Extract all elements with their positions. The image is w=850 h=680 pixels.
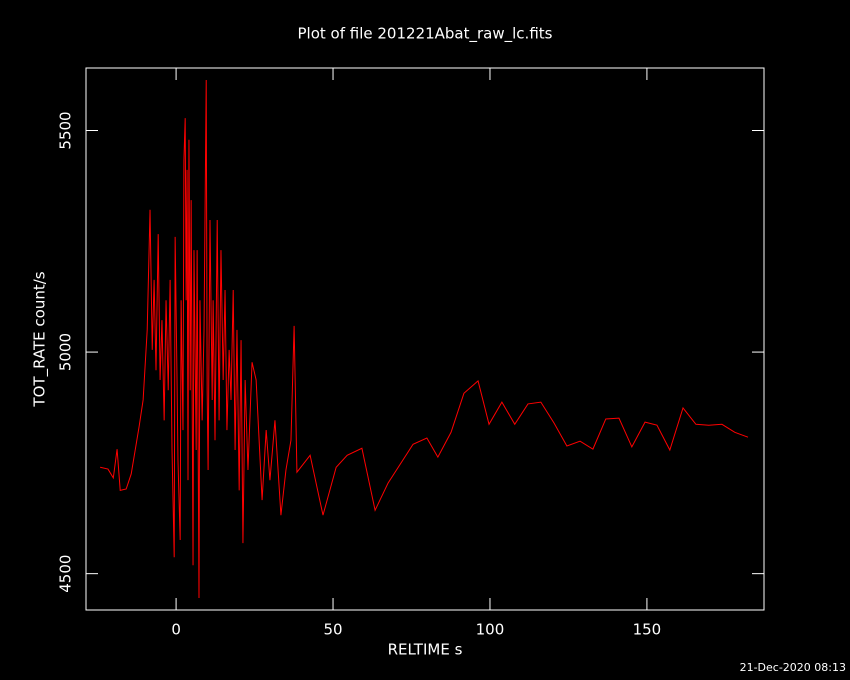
- y-axis-label: TOT_RATE count/s: [31, 271, 50, 407]
- y-tick-label: 4500: [57, 555, 75, 593]
- chart-title: Plot of file 201221Abat_raw_lc.fits: [298, 25, 553, 44]
- x-tick-label: 50: [323, 621, 342, 639]
- x-tick-label: 100: [476, 621, 505, 639]
- data-line: [100, 79, 749, 599]
- y-tick-label: 5000: [57, 333, 75, 371]
- x-tick-label: 150: [633, 621, 662, 639]
- x-axis-label: RELTIME s: [388, 641, 463, 659]
- y-tick-label: 5500: [57, 111, 75, 149]
- plot-frame: [85, 67, 765, 611]
- x-tick-label: 0: [171, 621, 181, 639]
- footer: 21-Dec-2020 08:13: [740, 661, 846, 674]
